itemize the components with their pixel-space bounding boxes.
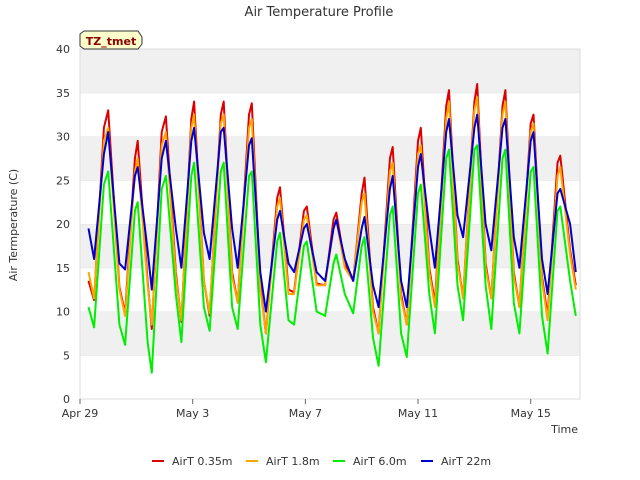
x-axis-ticks: Apr 29 May 3 May 7 May 11 May 15 [62, 399, 551, 420]
station-badge-label: TZ_tmet [86, 35, 136, 48]
chart-title: Air Temperature Profile [245, 5, 394, 20]
y-tick-label: 40 [56, 43, 70, 56]
station-badge-shape [79, 30, 143, 50]
x-tick-label: May 7 [289, 407, 322, 420]
legend-label: AirT 1.8m [266, 455, 320, 468]
series-line [87, 113, 577, 313]
y-tick-label: 25 [56, 174, 70, 187]
legend-label: AirT 22m [441, 455, 491, 468]
y-tick-label: 10 [56, 306, 70, 319]
y-tick-label: 35 [56, 87, 70, 100]
y-tick-label: 0 [63, 393, 70, 406]
y-axis-label: Air Termperature (C) [7, 169, 20, 281]
x-tick-label: Apr 29 [62, 407, 99, 420]
x-axis-label: Time [550, 423, 578, 436]
y-axis-ticks: 0 5 10 15 20 25 30 35 40 [56, 43, 70, 406]
grid-band [80, 49, 580, 93]
grid-band [80, 311, 580, 356]
y-tick-label: 20 [56, 218, 70, 231]
legend-label: AirT 6.0m [353, 455, 407, 468]
series-lines [87, 83, 577, 374]
series-line [87, 144, 577, 374]
y-tick-label: 5 [63, 349, 70, 362]
legend-label: AirT 0.35m [172, 455, 233, 468]
grid-band [80, 355, 580, 399]
x-tick-label: May 11 [398, 407, 438, 420]
x-tick-label: May 3 [176, 407, 209, 420]
y-tick-label: 15 [56, 262, 70, 275]
station-badge: TZ_tmet [79, 30, 143, 50]
grid-band [80, 136, 580, 181]
legend: AirT 0.35m AirT 1.8m AirT 6.0m AirT 22m [152, 455, 491, 468]
plot-area-border [79, 48, 581, 400]
y-tick-label: 30 [56, 131, 70, 144]
grid-band [80, 180, 580, 224]
x-tick-label: May 15 [511, 407, 551, 420]
